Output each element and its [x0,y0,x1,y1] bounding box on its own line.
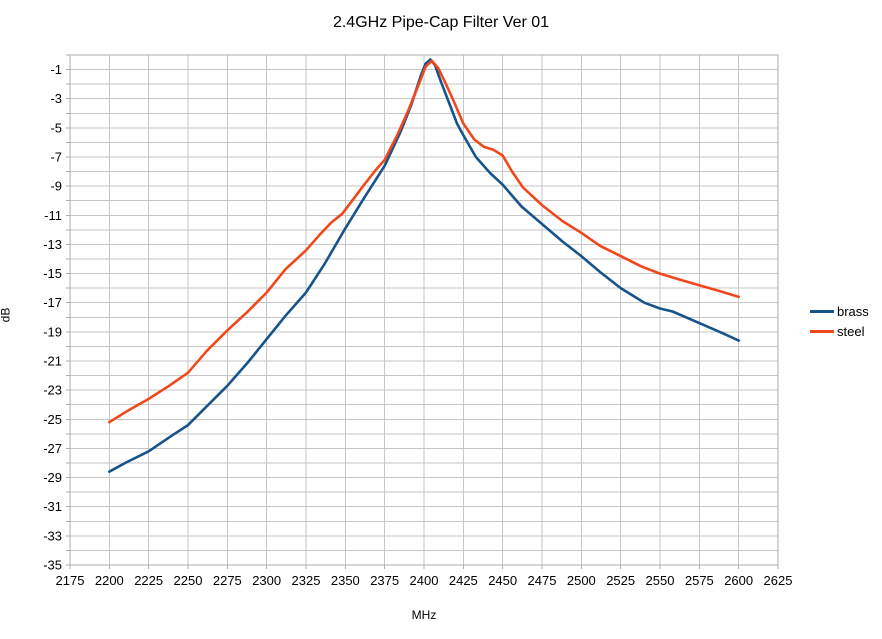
y-tick-label: -15 [43,266,62,281]
x-tick-label: 2300 [252,573,281,588]
y-tick-label: -17 [43,295,62,310]
x-tick-label: 2175 [56,573,85,588]
x-tick-label: 2325 [292,573,321,588]
y-tick-label: -13 [43,237,62,252]
series-line-steel [108,59,741,424]
steel-line-swatch [810,329,834,333]
y-tick-label: -27 [43,441,62,456]
legend: brass steel [810,301,869,341]
y-axis-title: dB [0,307,13,323]
x-tick-label: 2200 [95,573,124,588]
x-tick-label: 2550 [646,573,675,588]
chart-title: 2.4GHz Pipe-Cap Filter Ver 01 [332,14,550,31]
x-tick-label: 2525 [606,573,635,588]
y-tick-label: -1 [50,62,62,77]
legend-label-steel: steel [837,323,865,339]
x-tick-label: 2350 [331,573,360,588]
brass-line-swatch [810,309,834,313]
x-tick-label: 2500 [567,573,596,588]
legend-item-steel: steel [810,321,869,341]
x-tick-label: 2425 [449,573,478,588]
x-tick-label: 2575 [685,573,714,588]
y-tick-label: -11 [44,208,62,223]
y-tick-label: -19 [43,324,62,339]
x-tick-label: 2250 [174,573,203,588]
x-tick-label: 2600 [724,573,753,588]
y-tick-label: -29 [43,470,62,485]
y-tick-label: -7 [50,150,62,165]
y-tick-label: -31 [43,499,62,514]
x-tick-label: 2450 [488,573,517,588]
x-axis-title: MHz [411,608,437,622]
y-tick-label: -33 [43,528,62,543]
y-tick-label: -3 [50,91,62,106]
x-tick-label: 2400 [410,573,439,588]
y-tick-label: -23 [43,383,62,398]
y-tick-label: -35 [43,558,62,573]
x-tick-label: 2375 [370,573,399,588]
y-tick-label: -5 [50,120,62,135]
x-tick-label: 2625 [764,573,793,588]
x-tick-label: 2475 [528,573,557,588]
y-tick-label: -21 [43,354,62,369]
y-tick-label: -9 [50,179,62,194]
y-tick-label: -25 [43,412,62,427]
x-tick-label: 2225 [134,573,163,588]
plot-border [69,54,779,566]
legend-item-brass: brass [810,301,869,321]
x-tick-label: 2275 [213,573,242,588]
legend-label-brass: brass [837,303,869,319]
